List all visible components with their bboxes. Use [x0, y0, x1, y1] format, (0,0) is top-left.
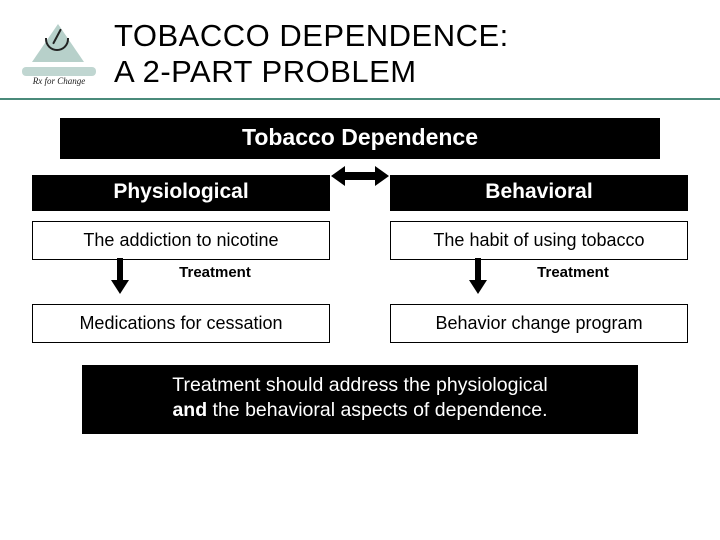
column-physiological: Physiological The addiction to nicotine …: [32, 175, 330, 343]
logo-caption: Rx for Change: [20, 76, 98, 86]
conclusion-bold: and: [172, 399, 207, 421]
rx-for-change-logo: Rx for Change: [20, 18, 98, 90]
down-arrow-icon: [111, 258, 129, 294]
conclusion-pre: Treatment should address the physiologic…: [172, 374, 547, 396]
down-arrow-icon: [469, 258, 487, 294]
description-behavioral: The habit of using tobacco: [390, 221, 688, 260]
col-header-physiological: Physiological: [32, 175, 330, 211]
arrow-row-physiological: Treatment: [111, 258, 251, 294]
columns-row: Physiological The addiction to nicotine …: [32, 175, 688, 343]
treatment-label-physiological: Treatment: [179, 264, 251, 294]
treatment-behavioral: Behavior change program: [390, 304, 688, 343]
title-line-1: TOBACCO DEPENDENCE:: [114, 18, 509, 53]
bidirectional-arrow-icon: [331, 163, 389, 189]
column-behavioral: Behavioral The habit of using tobacco Tr…: [390, 175, 688, 343]
treatment-label-behavioral: Treatment: [537, 264, 609, 294]
slide-header: Rx for Change TOBACCO DEPENDENCE: A 2-PA…: [0, 0, 720, 90]
description-physiological: The addiction to nicotine: [32, 221, 330, 260]
conclusion-post: the behavioral aspects of dependence.: [207, 399, 547, 421]
arrow-row-behavioral: Treatment: [469, 258, 609, 294]
diagram-area: Tobacco Dependence Physiological The add…: [0, 100, 720, 434]
title-line-2: A 2-PART PROBLEM: [114, 54, 417, 89]
treatment-physiological: Medications for cessation: [32, 304, 330, 343]
slide-title: TOBACCO DEPENDENCE: A 2-PART PROBLEM: [114, 18, 509, 89]
col-header-behavioral: Behavioral: [390, 175, 688, 211]
conclusion-banner: Treatment should address the physiologic…: [82, 365, 638, 434]
main-banner: Tobacco Dependence: [60, 118, 660, 159]
